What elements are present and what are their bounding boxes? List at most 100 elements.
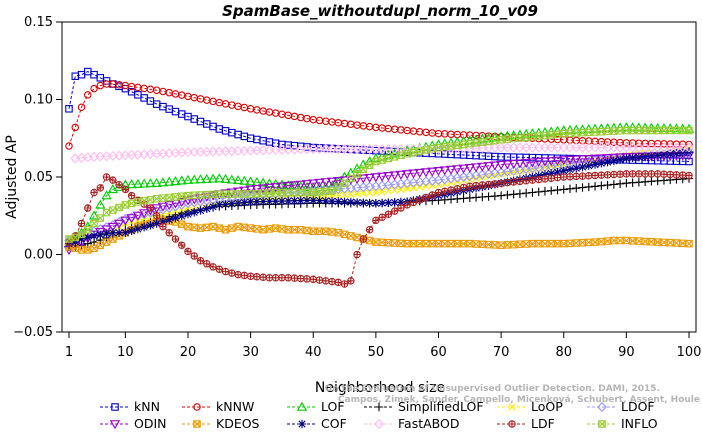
data-point (376, 172, 388, 182)
data-point (472, 139, 480, 147)
data-point (366, 189, 374, 197)
data-point (334, 183, 343, 191)
data-point (509, 190, 518, 199)
data-point (177, 211, 186, 221)
data-point (445, 165, 457, 175)
data-point (616, 236, 624, 245)
data-point (578, 183, 587, 192)
data-point (578, 172, 587, 180)
data-point (591, 238, 599, 246)
data-point (590, 160, 600, 169)
data-point (146, 195, 155, 204)
data-point (228, 128, 236, 137)
data-point (77, 103, 86, 112)
data-point (591, 171, 599, 180)
data-point (264, 183, 275, 193)
data-point (258, 197, 268, 206)
data-point (289, 181, 300, 191)
data-point (271, 274, 280, 282)
data-point (239, 175, 250, 185)
data-point (347, 277, 355, 285)
data-point (516, 177, 524, 186)
data-point (109, 235, 117, 243)
data-point (666, 238, 674, 247)
data-point (234, 270, 242, 279)
data-point (171, 213, 180, 223)
data-point (90, 70, 98, 79)
data-point (165, 215, 174, 224)
data-point (340, 230, 349, 239)
data-point (347, 174, 355, 183)
data-point (390, 153, 399, 161)
data-point (203, 260, 211, 268)
data-point (528, 176, 537, 184)
data-point (403, 201, 411, 209)
legend-item-loop: LoOP (497, 399, 563, 414)
data-point (409, 148, 418, 157)
data-point (133, 224, 143, 234)
data-point (372, 216, 380, 225)
data-point (114, 228, 124, 237)
data-point (209, 122, 217, 131)
data-point (496, 191, 506, 200)
data-point (208, 202, 218, 211)
data-point (84, 246, 92, 254)
data-point (495, 160, 507, 170)
data-point (359, 165, 368, 173)
data-point (497, 241, 505, 249)
data-point (422, 146, 430, 154)
data-point (528, 188, 537, 197)
data-point (533, 158, 544, 168)
data-point (489, 161, 501, 171)
data-point (414, 168, 425, 178)
data-point (641, 237, 649, 246)
data-point (159, 194, 167, 202)
data-point (176, 175, 187, 185)
legend-item-knnw: kNNW (182, 399, 254, 414)
data-point (84, 225, 92, 234)
data-point (90, 219, 98, 228)
data-point (509, 178, 518, 186)
data-point (327, 196, 337, 206)
data-point (278, 225, 286, 233)
data-point (452, 165, 463, 175)
legend-marker (597, 402, 607, 412)
series-line (68, 83, 690, 147)
data-point (101, 225, 112, 235)
data-point (221, 267, 230, 276)
data-point (296, 274, 305, 283)
watermark-line-1: On the Evaluation of Unsupervised Outlie… (325, 384, 660, 394)
data-point (233, 198, 243, 208)
data-point (522, 133, 530, 142)
x-tick-label: 40 (305, 345, 322, 360)
data-point (390, 207, 399, 215)
data-point (347, 232, 355, 240)
data-point (140, 197, 148, 205)
data-point (464, 163, 475, 174)
data-point (547, 174, 555, 182)
data-point (245, 176, 256, 186)
data-point (165, 229, 173, 237)
data-point (628, 153, 637, 162)
data-point (95, 199, 106, 209)
data-point (377, 198, 387, 208)
data-point (516, 134, 524, 142)
x-tick-label: 70 (493, 345, 510, 360)
data-point (113, 181, 125, 191)
data-point (314, 178, 325, 188)
data-point (77, 230, 86, 239)
data-point (127, 226, 136, 236)
data-point (552, 156, 563, 166)
data-point (196, 224, 205, 232)
legend-item-odin: ODIN (100, 416, 167, 431)
data-point (321, 196, 330, 206)
data-point (484, 180, 493, 189)
data-point (140, 94, 148, 102)
series-ldf (65, 170, 693, 288)
data-point (134, 198, 142, 206)
data-point (228, 224, 236, 232)
data-point (484, 137, 493, 146)
data-point (171, 235, 180, 243)
data-point (309, 275, 317, 283)
data-point (534, 132, 543, 140)
